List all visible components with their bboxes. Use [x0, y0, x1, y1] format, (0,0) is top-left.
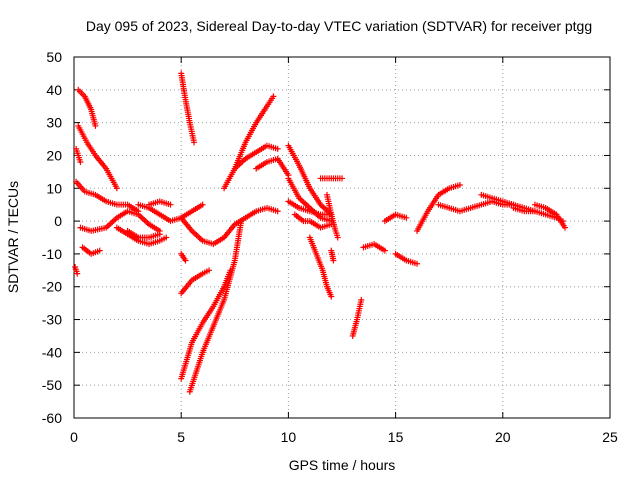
y-tick-label: -30	[42, 312, 62, 328]
y-tick-label: -20	[42, 279, 62, 295]
y-tick-label: -60	[42, 410, 62, 426]
x-tick-label: 15	[388, 429, 404, 445]
data-point	[167, 201, 174, 208]
data-point	[156, 231, 163, 238]
y-tick-label: 10	[46, 180, 62, 196]
data-point	[163, 234, 170, 241]
x-tick-label: 0	[70, 429, 78, 445]
x-tick-label: 20	[495, 429, 511, 445]
x-tick-label: 10	[281, 429, 297, 445]
y-tick-label: 30	[46, 115, 62, 131]
x-tick-label: 5	[177, 429, 185, 445]
y-tick-label: 40	[46, 82, 62, 98]
data-point	[92, 122, 99, 129]
y-tick-labels: -60 -50 -40 -30 -20 -10 0 10 20 30 40 50	[42, 49, 62, 426]
data-point	[191, 139, 198, 146]
data-point	[199, 201, 206, 208]
x-axis-label: GPS time / hours	[289, 457, 396, 473]
data-point	[274, 145, 281, 152]
data-point	[206, 267, 213, 274]
data-point	[403, 214, 410, 221]
data-point	[330, 257, 337, 264]
data-point	[334, 234, 341, 241]
data-point	[456, 181, 463, 188]
grid-layer	[74, 57, 610, 418]
chart-title: Day 095 of 2023, Sidereal Day-to-day VTE…	[86, 18, 592, 34]
y-tick-label: -10	[42, 246, 62, 262]
data-point	[274, 208, 281, 215]
data-point	[182, 257, 189, 264]
data-point	[77, 159, 84, 166]
x-tick-label: 25	[602, 429, 618, 445]
y-tick-label: 50	[46, 49, 62, 65]
data-point	[381, 247, 388, 254]
data-markers	[72, 70, 568, 395]
y-axis-label: SDTVAR / TECUs	[5, 181, 21, 293]
y-tick-label: -50	[42, 377, 62, 393]
data-point	[270, 93, 277, 100]
data-point	[328, 293, 335, 300]
x-tick-labels: 0 5 10 15 20 25	[70, 429, 618, 445]
data-point	[414, 260, 421, 267]
plot-frame	[73, 56, 611, 419]
data-point	[96, 247, 103, 254]
data-point	[339, 175, 345, 182]
y-tick-label: 20	[46, 147, 62, 163]
y-tick-label: -40	[42, 344, 62, 360]
tick-layer	[73, 56, 611, 419]
data-point	[113, 185, 120, 192]
data-point	[561, 224, 568, 231]
data-point	[358, 296, 365, 303]
data-point	[74, 270, 81, 277]
y-tick-label: 0	[54, 213, 62, 229]
